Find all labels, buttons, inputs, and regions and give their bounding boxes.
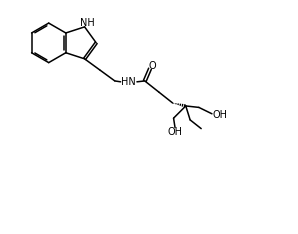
Text: OH: OH <box>212 110 227 120</box>
Text: NH: NH <box>80 18 94 28</box>
Text: HN: HN <box>121 77 136 87</box>
Text: O: O <box>148 61 156 71</box>
Text: OH: OH <box>167 127 182 137</box>
